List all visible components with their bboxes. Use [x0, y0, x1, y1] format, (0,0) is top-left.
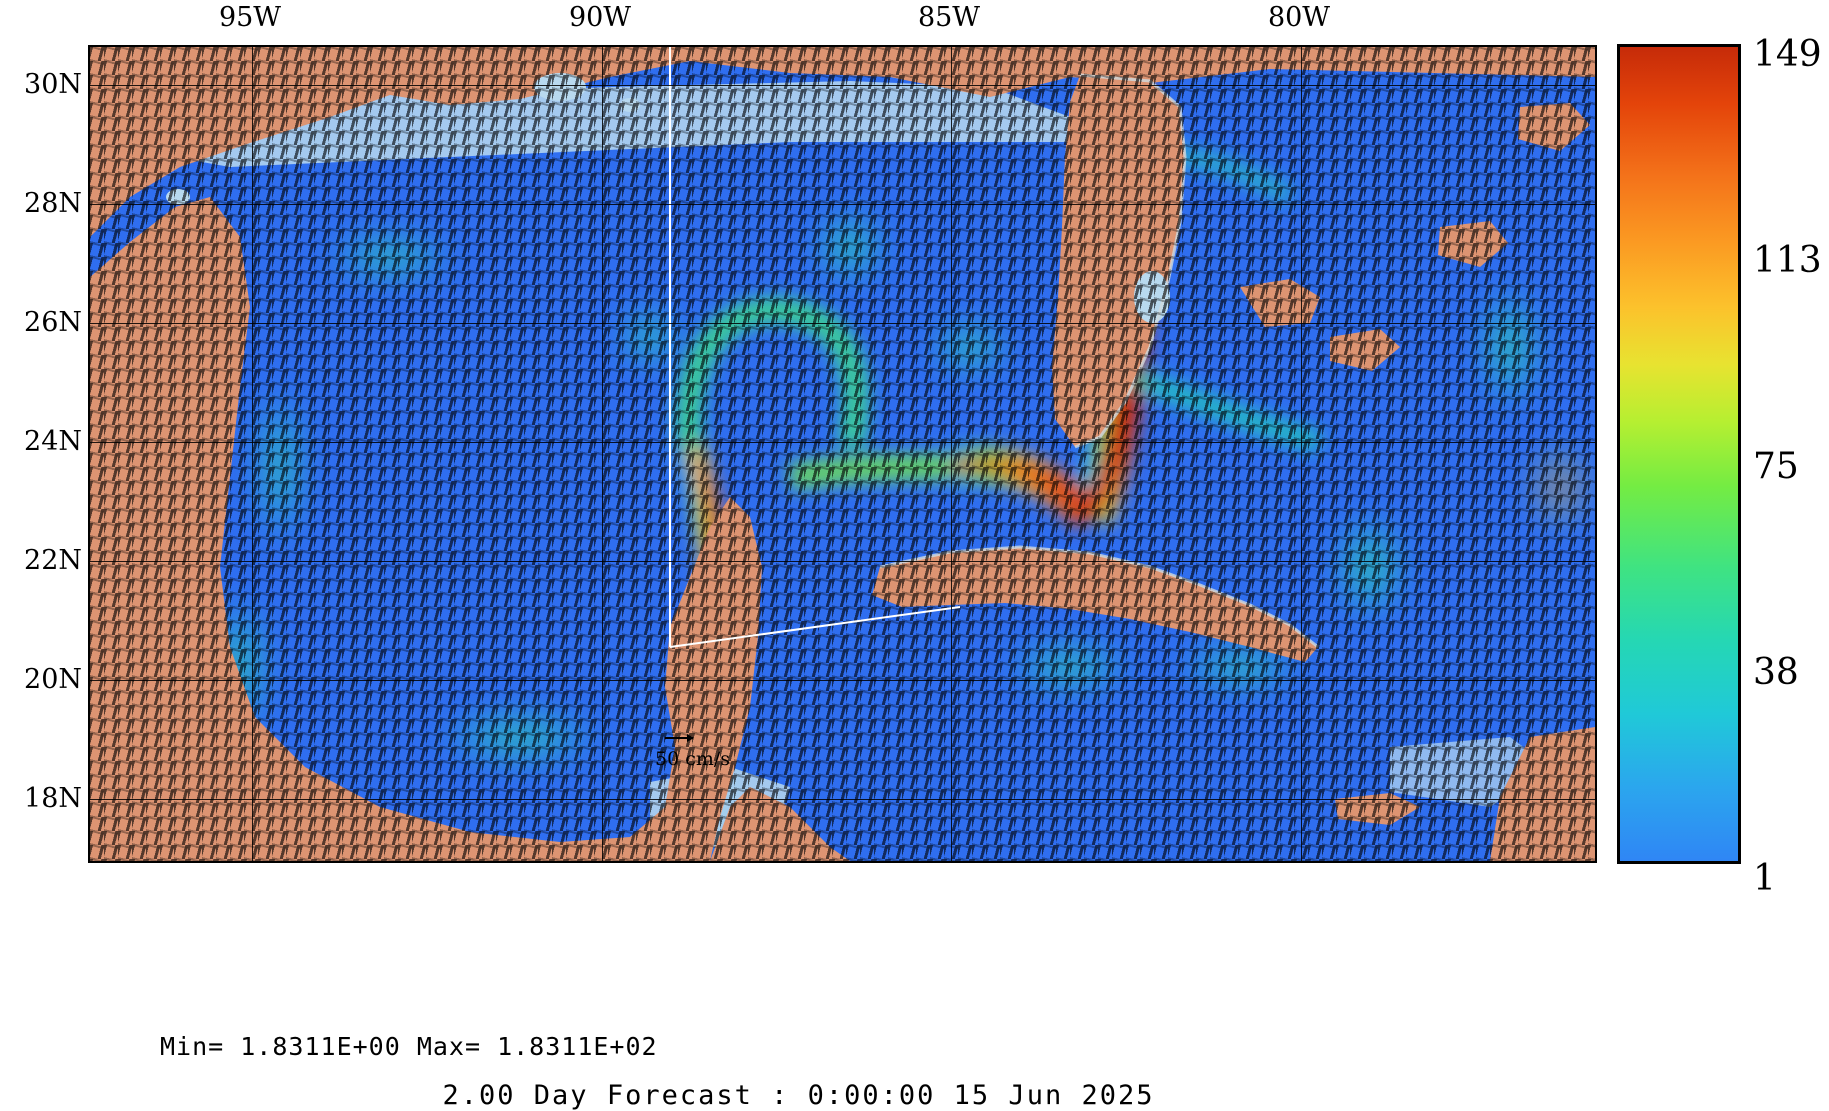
minmax-text: Min= 1.8311E+00 Max= 1.8311E+02	[160, 1032, 658, 1061]
lat-tick-24n: 24N	[24, 426, 82, 457]
lon-tick-90w: 90W	[568, 2, 632, 33]
lat-tick-22n: 22N	[24, 545, 82, 576]
gridline-lat-20n	[90, 680, 1595, 681]
colorbar-tick-149: 149	[1753, 34, 1822, 75]
lat-tick-30n: 30N	[24, 69, 82, 100]
lon-tick-85w: 85W	[917, 2, 981, 33]
vector-scale-legend: 50 cm/s	[655, 734, 775, 770]
lat-tick-20n: 20N	[24, 664, 82, 695]
colorbar-tick-1: 1	[1753, 858, 1776, 899]
gridline-lat-28n	[90, 204, 1595, 205]
lat-tick-26n: 26N	[24, 307, 82, 338]
gridline-lon-85w	[951, 47, 952, 861]
current-vector-arrows	[90, 47, 1595, 861]
gridline-lon-80w	[1301, 47, 1302, 861]
arrow-right-icon	[665, 734, 694, 742]
colorbar[interactable]: 149 113 75 38 1	[1617, 34, 1822, 899]
gridline-lat-24n	[90, 442, 1595, 443]
lat-tick-28n: 28N	[24, 188, 82, 219]
vector-scale-label: 50 cm/s	[655, 748, 731, 770]
gridline-lat-18n	[90, 799, 1595, 800]
lon-tick-95w: 95W	[218, 2, 282, 33]
lat-tick-18n: 18N	[24, 783, 82, 814]
colorbar-tick-113: 113	[1753, 240, 1822, 281]
transect-lines	[669, 47, 961, 648]
gridline-lat-30n	[90, 85, 1595, 86]
gridline-lat-22n	[90, 561, 1595, 562]
lon-tick-80w: 80W	[1267, 2, 1331, 33]
gridline-lon-95w	[252, 47, 253, 861]
forecast-caption: 2.00 Day Forecast : 0:00:00 15 Jun 2025	[442, 1080, 1155, 1111]
colorbar-gradient	[1617, 44, 1741, 864]
colorbar-tick-38: 38	[1753, 652, 1799, 693]
gridline-lat-26n	[90, 323, 1595, 324]
map-plot-area[interactable]: 50 cm/s	[88, 45, 1597, 863]
colorbar-tick-75: 75	[1753, 446, 1799, 487]
gridline-lon-90w	[602, 47, 603, 861]
map-canvas: 50 cm/s	[90, 47, 1595, 861]
